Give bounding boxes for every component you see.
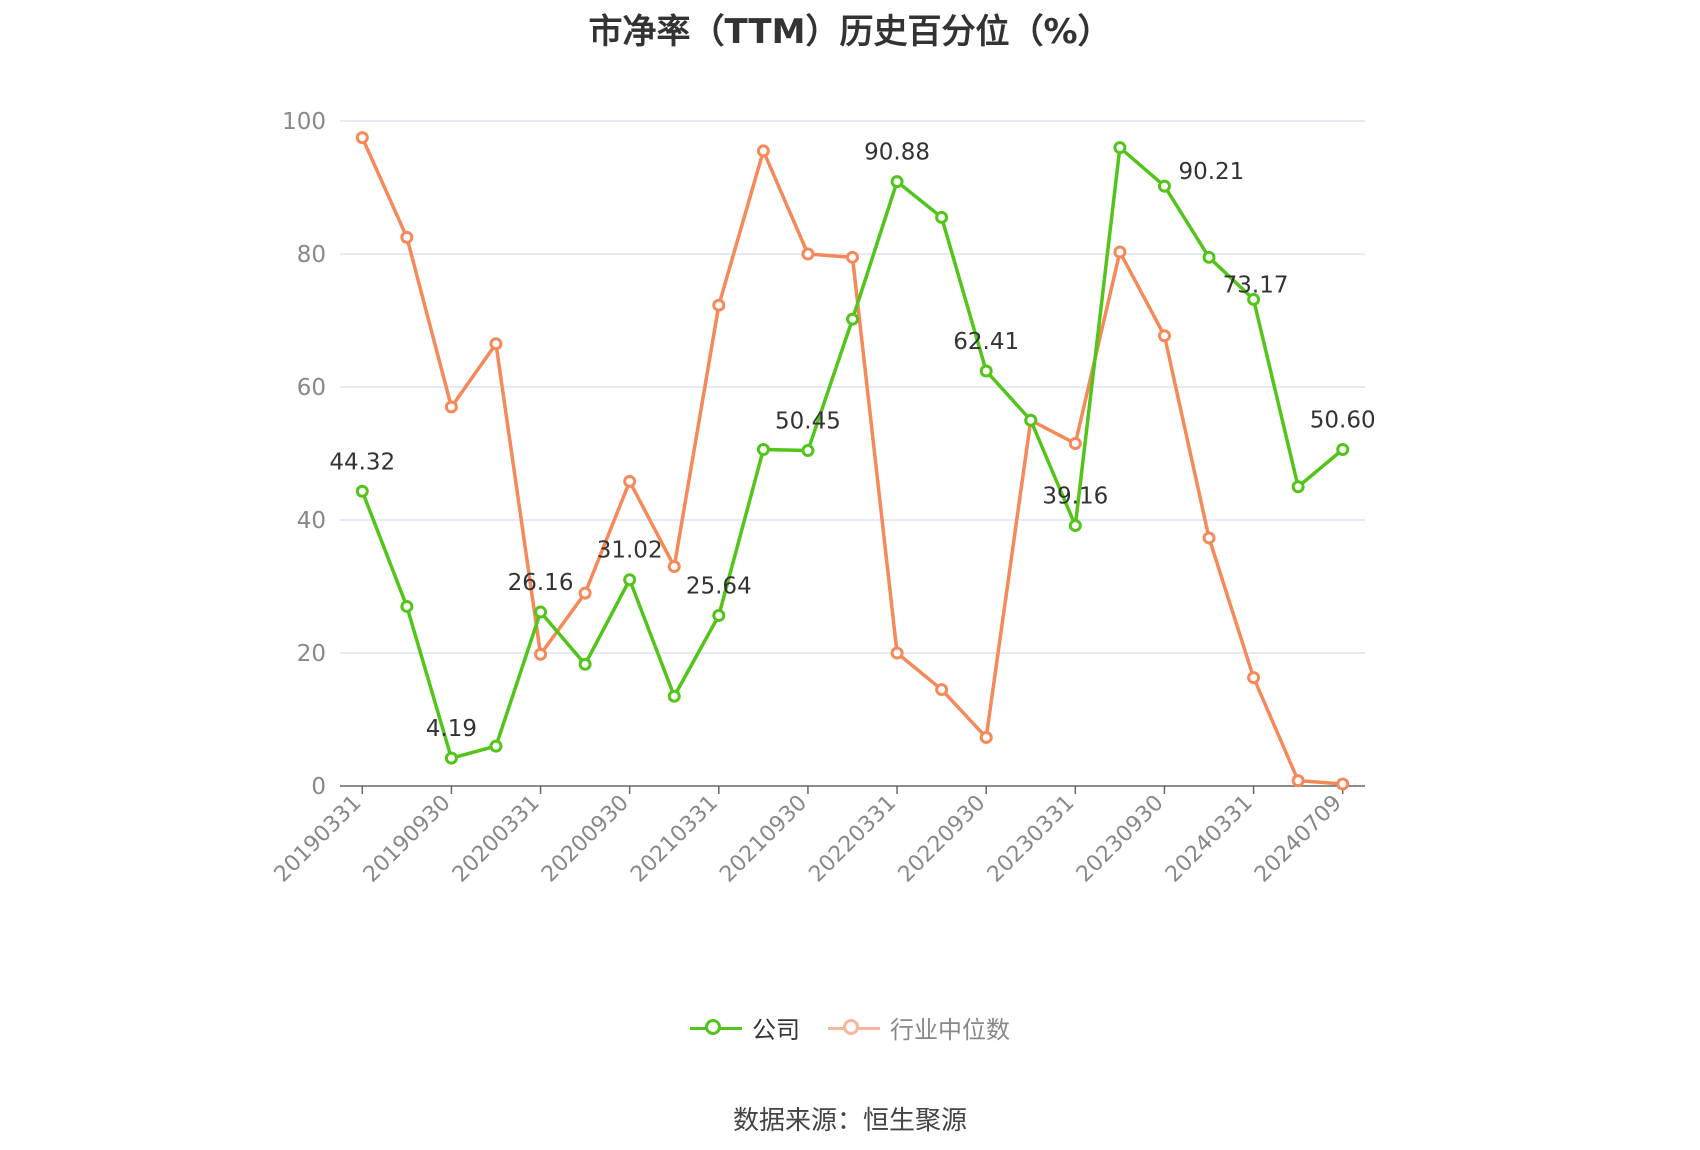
y-tick-label: 20 bbox=[297, 641, 326, 667]
data-label: 31.02 bbox=[597, 538, 663, 564]
y-tick-label: 100 bbox=[282, 109, 326, 135]
legend: 公司 行业中位数 bbox=[0, 1010, 1700, 1045]
x-tick-label: 20210930 bbox=[715, 791, 812, 888]
industry-data-point bbox=[935, 683, 949, 697]
legend-label-company: 公司 bbox=[752, 1016, 800, 1044]
x-tick-label: 20220331 bbox=[804, 791, 901, 888]
industry-data-point bbox=[623, 474, 637, 488]
company-data-point bbox=[578, 657, 592, 671]
company-data-point bbox=[756, 443, 770, 457]
industry-data-point bbox=[1291, 774, 1305, 788]
data-label: 25.64 bbox=[686, 573, 752, 599]
y-tick-label: 0 bbox=[311, 774, 326, 800]
company-data-point bbox=[1157, 179, 1171, 193]
company-data-point bbox=[801, 444, 815, 458]
data-label: 39.16 bbox=[1042, 484, 1108, 510]
industry-data-point bbox=[846, 250, 859, 264]
company-data-point bbox=[979, 364, 993, 378]
legend-item-company[interactable]: 公司 bbox=[690, 1010, 800, 1045]
company-data-point bbox=[534, 605, 548, 619]
x-tick-label: 20190930 bbox=[359, 791, 456, 888]
industry-data-point bbox=[1336, 777, 1350, 791]
company-data-point bbox=[667, 689, 681, 703]
legend-label-industry: 行业中位数 bbox=[890, 1016, 1010, 1044]
x-tick-label: 20210331 bbox=[626, 791, 723, 888]
y-tick-label: 60 bbox=[297, 375, 326, 401]
company-data-point bbox=[1068, 519, 1082, 533]
data-label: 4.19 bbox=[426, 716, 477, 742]
company-data-point bbox=[712, 608, 726, 622]
x-tick-label: 20190331 bbox=[270, 791, 367, 888]
chart-title: 市净率（TTM）历史百分位（%） bbox=[588, 12, 1112, 52]
industry-data-point bbox=[756, 144, 770, 158]
company-data-point bbox=[1024, 413, 1038, 427]
x-tick-label: 20200331 bbox=[448, 791, 545, 888]
industry-data-point bbox=[489, 337, 503, 351]
data-label: 73.17 bbox=[1223, 272, 1289, 298]
company-data-point bbox=[1291, 480, 1305, 494]
legend-swatch-company bbox=[690, 1016, 742, 1040]
company-data-point bbox=[623, 573, 637, 587]
industry-data-point bbox=[534, 647, 548, 661]
y-tick-label: 80 bbox=[297, 242, 326, 268]
industry-data-point bbox=[979, 730, 993, 744]
industry-data-point bbox=[712, 298, 726, 312]
x-tick-label: 20240331 bbox=[1161, 791, 1258, 888]
data-label: 62.41 bbox=[953, 329, 1019, 355]
company-data-point bbox=[1202, 250, 1216, 264]
source-note: 数据来源：恒生聚源 bbox=[732, 1106, 967, 1136]
company-data-point bbox=[846, 312, 859, 326]
legend-swatch-industry bbox=[828, 1016, 880, 1040]
grid-layer bbox=[340, 120, 1365, 654]
company-data-point bbox=[1113, 141, 1127, 155]
company-series-line bbox=[360, 145, 1344, 760]
x-tick-label: 20200930 bbox=[537, 791, 634, 888]
company-data-point bbox=[355, 484, 369, 498]
data-label: 26.16 bbox=[508, 570, 574, 596]
data-label: 50.60 bbox=[1310, 408, 1376, 434]
industry-data-point bbox=[444, 400, 458, 414]
company-data-point bbox=[1336, 443, 1350, 457]
company-data-point bbox=[890, 175, 904, 189]
company-data-point bbox=[1247, 292, 1261, 306]
x-tick-label: 20230930 bbox=[1072, 791, 1169, 888]
company-data-point bbox=[935, 210, 949, 224]
company-data-point bbox=[400, 599, 414, 613]
company-data-point bbox=[444, 751, 458, 765]
line-chart: 0 20 40 60 80 100 2019033120190930202003312020… bbox=[270, 109, 1376, 888]
data-label: 90.88 bbox=[864, 140, 930, 166]
data-label: 44.32 bbox=[329, 449, 395, 475]
industry-data-point bbox=[1068, 437, 1082, 451]
industry-data-point bbox=[578, 586, 592, 600]
x-tick-label: 20240709 bbox=[1250, 791, 1347, 888]
y-tick-label: 40 bbox=[297, 508, 326, 534]
legend-item-industry[interactable]: 行业中位数 bbox=[828, 1010, 1010, 1045]
x-tick-label: 20230331 bbox=[983, 791, 1080, 888]
industry-data-point bbox=[890, 646, 904, 660]
industry-data-point bbox=[355, 131, 369, 145]
industry-data-point bbox=[1157, 329, 1171, 343]
company-data-point bbox=[489, 739, 503, 753]
data-label: 90.21 bbox=[1178, 159, 1244, 185]
industry-data-point bbox=[1113, 245, 1127, 259]
x-tick-label: 20220930 bbox=[894, 791, 991, 888]
industry-data-point bbox=[801, 247, 815, 261]
industry-data-point bbox=[1202, 531, 1216, 545]
industry-data-point bbox=[400, 230, 414, 244]
industry-data-point bbox=[1247, 671, 1261, 685]
data-label-layer: 44.32 4.19 26.16 31.02 25.64 50.45 90.88 62.41 3… bbox=[329, 140, 1375, 742]
series-layer bbox=[355, 131, 1350, 791]
industry-data-point bbox=[667, 560, 681, 574]
data-label: 50.45 bbox=[775, 409, 841, 435]
